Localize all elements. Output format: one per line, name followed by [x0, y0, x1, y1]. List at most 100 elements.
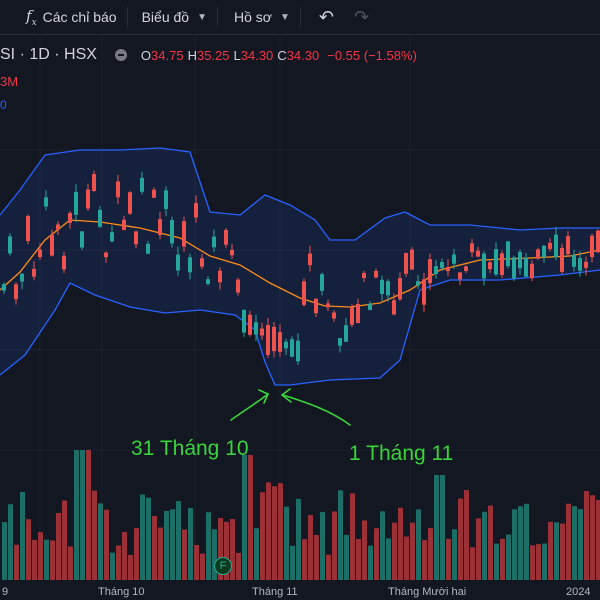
- chart-type-button[interactable]: Biểu đồ ▼: [130, 0, 215, 34]
- undo-button[interactable]: ↶: [303, 0, 342, 34]
- candle-body: [8, 236, 12, 254]
- close-value: 34.30: [286, 47, 320, 63]
- volume-bar: [464, 490, 469, 580]
- candle-body: [62, 255, 66, 270]
- volume-bar: [392, 522, 397, 580]
- candle-body: [302, 281, 306, 305]
- volume-bar: [14, 544, 19, 580]
- volume-bar: [368, 545, 373, 580]
- profile-button[interactable]: Hồ sơ ▼: [220, 0, 298, 34]
- volume-bar: [38, 532, 43, 580]
- candle-body: [560, 247, 564, 272]
- x-axis-label: Tháng 11: [252, 586, 298, 598]
- candle-body: [152, 189, 156, 198]
- candle-body: [56, 224, 60, 230]
- candle-body: [326, 303, 330, 308]
- volume-bar: [194, 544, 199, 580]
- indicators-button[interactable]: fx Các chỉ báo: [0, 0, 125, 34]
- candle-body: [548, 242, 552, 249]
- redo-button[interactable]: ↷: [342, 0, 377, 34]
- candle-body: [140, 177, 144, 192]
- volume-bar: [140, 494, 145, 580]
- candle-body: [260, 328, 264, 336]
- volume-bar: [410, 522, 415, 580]
- volume-bar: [386, 538, 391, 580]
- candle-body: [290, 339, 294, 357]
- candle-body: [356, 304, 360, 324]
- candle-body: [368, 303, 372, 310]
- minus-icon[interactable]: [114, 49, 127, 61]
- volume-bar: [158, 527, 163, 580]
- toolbar-divider: [299, 7, 301, 27]
- volume-bar: [338, 490, 343, 580]
- bollinger-band-fill: [0, 148, 600, 385]
- symbol-label[interactable]: SI · 1D · HSX: [0, 46, 97, 63]
- volume-bar: [446, 538, 451, 580]
- indicator-value: 0: [0, 98, 7, 112]
- x-axis-label: Tháng Mười hai: [388, 586, 467, 598]
- volume-bar: [68, 546, 73, 580]
- volume-bar: [362, 520, 367, 580]
- volume-bar: [350, 493, 355, 580]
- volume-bar: [116, 545, 121, 580]
- candle-body: [416, 281, 420, 286]
- volume-bar: [80, 450, 85, 580]
- candle-body: [452, 254, 456, 264]
- event-marker[interactable]: F: [214, 557, 232, 575]
- volume-bar: [332, 511, 337, 580]
- volume-bar: [182, 529, 187, 580]
- volume-bar: [428, 528, 433, 580]
- candle-body: [14, 284, 18, 300]
- candle-body: [578, 258, 582, 271]
- volume-bar: [440, 475, 445, 580]
- volume-bar: [584, 491, 589, 580]
- volume-bar: [128, 554, 133, 580]
- candle-body: [176, 254, 180, 271]
- volume-bar: [434, 475, 439, 580]
- candle-body: [158, 219, 162, 235]
- profile-label: Hồ sơ: [233, 9, 272, 25]
- bollinger-middle-band: [0, 219, 600, 308]
- candle-body: [32, 268, 36, 277]
- volume-bar: [74, 450, 79, 580]
- candle-body: [86, 189, 90, 209]
- toolbar-divider: [216, 7, 218, 27]
- volume-bar: [296, 498, 301, 580]
- candle-body: [92, 174, 96, 191]
- candle-body: [518, 251, 522, 269]
- candle-body: [128, 192, 132, 214]
- volume-bar: [170, 509, 175, 580]
- candle-body: [572, 255, 576, 267]
- volume-bar: [356, 539, 361, 580]
- annotation-right: 1 Tháng 11: [349, 442, 454, 465]
- volume-bar: [302, 539, 307, 580]
- volume-bar: [98, 503, 103, 580]
- volume-bar: [416, 509, 421, 580]
- candle-body: [74, 191, 78, 215]
- volume-bar: [254, 528, 259, 580]
- volume-bar: [266, 482, 271, 580]
- volume-bar: [284, 506, 289, 580]
- fx-icon: fx: [26, 6, 37, 28]
- volume-bar: [314, 534, 319, 580]
- candle-body: [20, 273, 24, 282]
- open-value: 34.75: [151, 47, 184, 63]
- volume-bar: [260, 492, 265, 580]
- volume-bar: [188, 508, 193, 580]
- indicators-label: Các chỉ báo: [42, 9, 117, 25]
- candle-body: [314, 298, 318, 314]
- candle-body: [278, 332, 282, 352]
- volume-bar: [554, 522, 559, 580]
- change-value: −0.55 (−1.58%): [327, 47, 417, 63]
- annotation-arrows: [230, 388, 351, 426]
- toolbar-divider: [126, 7, 128, 27]
- candle-body: [470, 243, 474, 253]
- candle-body: [44, 197, 48, 207]
- volume-bar: [164, 510, 169, 580]
- volume-bar: [476, 518, 481, 580]
- candle-body: [350, 306, 354, 325]
- candle-body: [590, 235, 594, 258]
- volume-bar: [542, 543, 547, 580]
- volume-bar: [308, 515, 313, 580]
